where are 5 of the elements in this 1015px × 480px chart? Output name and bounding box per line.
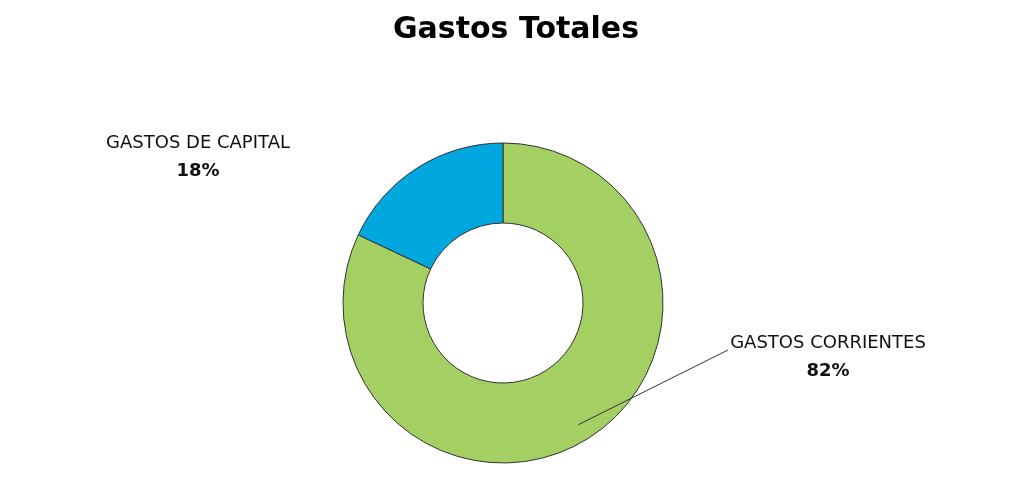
data-label: 82%: [806, 359, 850, 380]
slice-label: GASTOS CORRIENTES: [730, 331, 926, 352]
data-label: 18%: [176, 159, 220, 180]
chart-title: Gastos Totales: [392, 10, 640, 45]
slice-label: GASTOS DE CAPITAL: [106, 131, 290, 152]
